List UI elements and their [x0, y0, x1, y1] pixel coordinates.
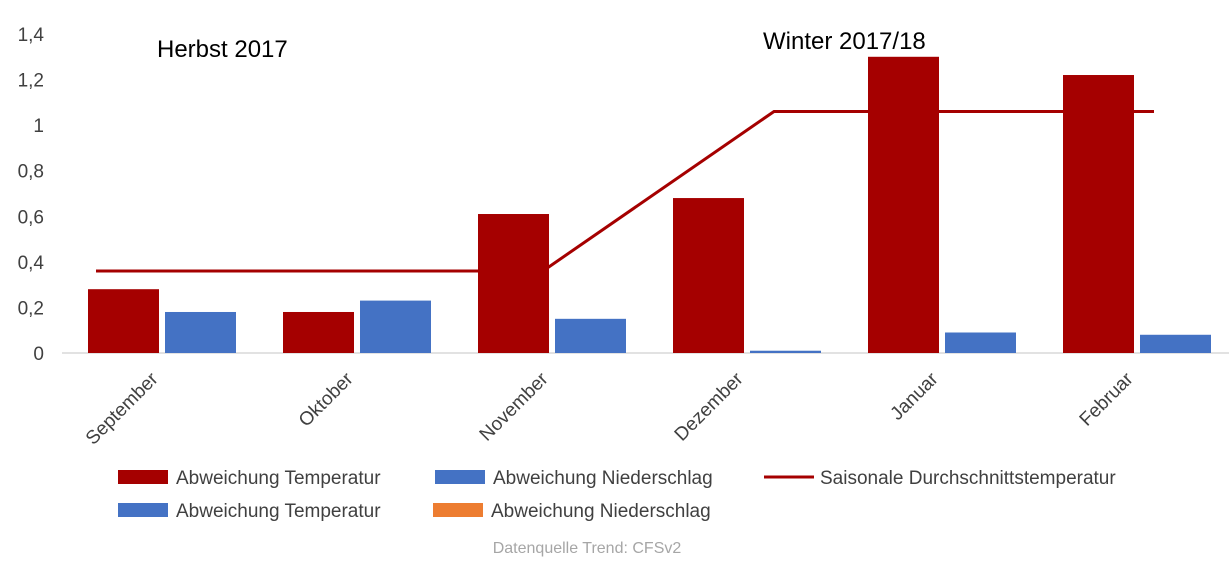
y-tick-label: 1,2 — [18, 71, 44, 92]
bar-abweichung-niederschlag-november — [555, 318, 626, 353]
x-category-label: Oktober — [295, 368, 358, 431]
bar-abweichung-temperatur-november — [478, 214, 549, 353]
bar-abweichung-temperatur-dezember — [673, 198, 744, 353]
y-tick-label: 0,4 — [18, 253, 45, 274]
x-category-label: November — [476, 368, 553, 445]
x-category-label: Januar — [887, 368, 943, 424]
y-axis-ticks: 0 0,2 0,4 0,6 0,8 1 1,2 1,4 — [18, 25, 45, 365]
bar-abweichung-niederschlag-januar — [945, 332, 1016, 353]
legend-swatch-abweichung-temperatur — [118, 470, 168, 484]
bar-abweichung-niederschlag-oktober — [360, 300, 431, 353]
legend-swatch-abweichung-temperatur-2 — [118, 503, 168, 517]
x-category-label: September — [82, 368, 163, 449]
legend-label-abweichung-temperatur: Abweichung Temperatur — [176, 468, 381, 489]
y-tick-label: 1,4 — [18, 25, 45, 46]
bar-abweichung-temperatur-september — [88, 289, 159, 353]
y-tick-label: 1 — [33, 116, 44, 137]
source-note: Datenquelle Trend: CFSv2 — [493, 540, 682, 557]
x-category-label: Februar — [1076, 368, 1138, 430]
legend-label-abweichung-niederschlag: Abweichung Niederschlag — [493, 468, 713, 489]
bar-abweichung-niederschlag-september — [165, 311, 236, 353]
x-axis-categories: September Oktober November Dezember Januar Fe… — [82, 368, 1138, 449]
legend-label-abweichung-temperatur-2: Abweichung Temperatur — [176, 501, 381, 522]
legend-label-abweichung-niederschlag-2: Abweichung Niederschlag — [491, 501, 711, 522]
bar-abweichung-temperatur-januar — [868, 56, 939, 354]
y-tick-label: 0 — [33, 344, 44, 365]
legend-swatch-abweichung-niederschlag — [435, 470, 485, 484]
y-tick-label: 0,8 — [18, 162, 44, 183]
legend-label-saisonale-durchschnittstemperatur: Saisonale Durchschnittstemperatur — [820, 468, 1116, 489]
bars-group — [88, 56, 1211, 354]
bar-abweichung-temperatur-oktober — [283, 311, 354, 353]
bar-abweichung-niederschlag-februar — [1140, 334, 1211, 353]
legend-swatch-abweichung-niederschlag-2 — [433, 503, 483, 517]
y-tick-label: 0,6 — [18, 207, 44, 228]
annotation-winter: Winter 2017/18 — [763, 28, 926, 55]
bar-abweichung-temperatur-februar — [1063, 75, 1134, 353]
legend: Abweichung Temperatur Abweichung Nieders… — [118, 468, 1116, 522]
annotation-herbst: Herbst 2017 — [157, 36, 288, 63]
y-tick-label: 0,2 — [18, 298, 44, 319]
series-line-saisonale-durchschnittstemperatur — [96, 109, 1154, 273]
x-category-label: Dezember — [671, 368, 748, 445]
bar-abweichung-niederschlag-dezember — [750, 350, 821, 353]
